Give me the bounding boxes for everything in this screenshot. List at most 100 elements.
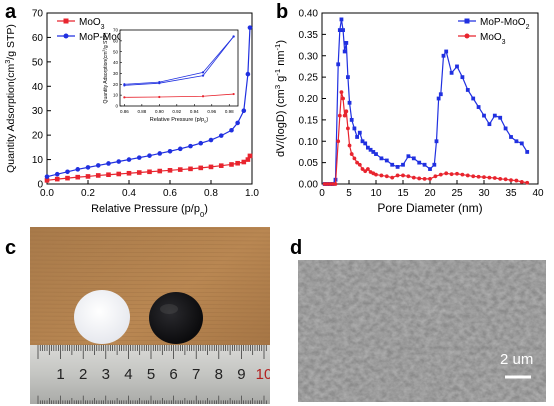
data-point xyxy=(235,120,240,126)
x-tick-label: 0.4 xyxy=(122,188,136,199)
data-point xyxy=(482,113,486,118)
data-point xyxy=(330,182,335,186)
data-point xyxy=(432,162,437,167)
data-point xyxy=(344,41,349,45)
inset-data-point xyxy=(123,96,126,99)
data-point xyxy=(498,115,503,120)
y-tick-label: 0.10 xyxy=(299,137,319,148)
inset-y-tick-label: 0 xyxy=(115,104,118,109)
data-point xyxy=(355,135,359,139)
x-tick-label: 0.0 xyxy=(40,188,54,199)
inset-y-tick-label: 10 xyxy=(113,93,119,98)
data-point xyxy=(417,176,422,181)
inset-y-tick-label: 60 xyxy=(113,38,119,43)
ruler-numbers: 1 2 3 4 5 6 7 8 9 10 xyxy=(56,366,270,383)
data-point xyxy=(444,49,449,54)
x-tick-label: 35 xyxy=(505,188,517,199)
data-point xyxy=(208,137,214,143)
data-point xyxy=(374,152,378,156)
data-point xyxy=(471,174,476,179)
legend-label: MoO3 xyxy=(480,32,506,46)
data-point xyxy=(384,174,389,179)
black-disc-sample xyxy=(149,292,203,344)
y-tick-label: 0.00 xyxy=(299,180,319,191)
data-point xyxy=(395,165,400,169)
data-point xyxy=(519,141,524,146)
data-point xyxy=(374,172,378,177)
data-point xyxy=(157,151,163,156)
data-point xyxy=(245,71,251,77)
data-point xyxy=(411,175,416,180)
x-tick-label: 30 xyxy=(478,188,490,199)
data-point xyxy=(85,174,91,179)
data-point xyxy=(465,173,470,178)
data-point xyxy=(218,133,224,138)
legend-label: MoO3 xyxy=(79,17,105,31)
data-point xyxy=(434,139,439,144)
panel-b: b 0 5 10 15 20 25 30 35 40 0.00 0.05 0.10 0.15 0.20 0.… xyxy=(270,0,554,218)
data-point xyxy=(487,122,492,127)
data-point xyxy=(341,96,345,101)
legend-marker xyxy=(464,18,470,24)
y-tick-label: 0.05 xyxy=(299,158,319,169)
data-point xyxy=(498,176,503,181)
data-point xyxy=(363,169,368,174)
x-tick-label: 40 xyxy=(532,188,544,199)
data-point xyxy=(349,152,354,156)
y-tick-label: 0.30 xyxy=(299,51,319,62)
data-point xyxy=(167,148,173,154)
white-disc-sample xyxy=(74,290,130,344)
data-point xyxy=(357,162,362,167)
data-point xyxy=(363,141,368,146)
data-point xyxy=(344,109,349,114)
data-point xyxy=(444,171,449,176)
data-point xyxy=(366,167,370,171)
panel-letter-b: b xyxy=(276,1,289,23)
inset-data-point xyxy=(123,83,126,86)
photo-discs-ruler: 1 2 3 4 5 6 7 8 9 10 xyxy=(30,227,270,404)
x-axis-label: Pore Diameter (nm) xyxy=(377,201,482,215)
data-point xyxy=(218,163,224,168)
inset-y-tick-label: 50 xyxy=(113,49,119,54)
data-point xyxy=(438,92,443,97)
data-point xyxy=(357,130,362,135)
data-point xyxy=(525,180,530,185)
data-point xyxy=(368,147,373,152)
legend-marker xyxy=(63,33,69,39)
data-point xyxy=(422,162,427,167)
data-point xyxy=(347,100,352,105)
data-point xyxy=(126,170,132,176)
data-point xyxy=(449,172,454,177)
ruler-number: 3 xyxy=(102,366,110,383)
y-tick-label: 30 xyxy=(32,106,44,117)
data-point xyxy=(433,174,438,179)
data-point xyxy=(465,88,470,92)
x-tick-label: 0 xyxy=(319,188,325,199)
x-tick-label: 20 xyxy=(424,188,436,199)
data-point xyxy=(384,158,389,163)
x-tick-label: 10 xyxy=(370,188,382,199)
panel-a: a 0.0 0.2 0.4 0.6 0.8 1.0 0 10 20 30 40 50 60 70 Relat… xyxy=(0,0,270,218)
data-point xyxy=(487,175,492,180)
data-point xyxy=(476,105,481,109)
data-point xyxy=(229,127,234,133)
inset-x-tick-label: 0.96 xyxy=(207,109,216,114)
data-point xyxy=(65,169,70,175)
inset-x-tick-label: 0.94 xyxy=(190,109,199,114)
y-axis-label: dV/(logD) (cm3 g-1 nm-1) xyxy=(273,40,288,157)
data-point xyxy=(476,174,481,179)
y-tick-label: 0 xyxy=(37,180,43,191)
x-tick-label: 15 xyxy=(397,188,409,199)
data-point xyxy=(401,173,405,178)
ruler-ticks xyxy=(37,345,267,404)
data-point xyxy=(417,160,422,165)
data-point xyxy=(339,17,344,22)
y-tick-label: 50 xyxy=(32,57,44,68)
ruler-number: 4 xyxy=(124,366,132,383)
data-point xyxy=(339,90,344,94)
data-point xyxy=(322,182,327,186)
data-point xyxy=(503,177,508,182)
data-point xyxy=(336,62,341,67)
data-point xyxy=(395,173,400,178)
data-point xyxy=(116,171,122,177)
